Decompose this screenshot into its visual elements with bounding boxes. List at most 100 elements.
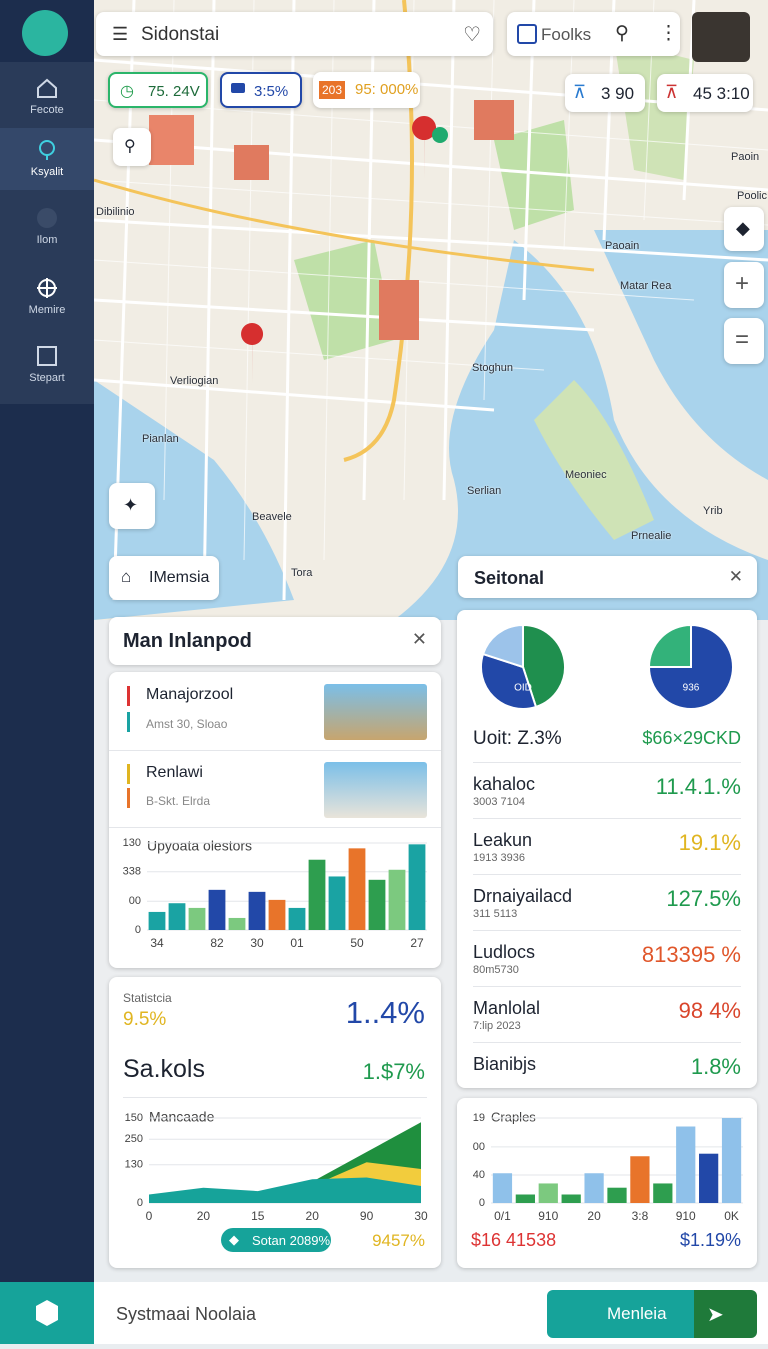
home-button[interactable] xyxy=(0,1282,94,1344)
nav-item[interactable]: Ilom xyxy=(0,196,94,258)
row-value: 98 4% xyxy=(678,998,741,1023)
x-tick-label: 82 xyxy=(210,936,224,950)
compass[interactable]: ✦ xyxy=(109,483,155,529)
list-card: Manajorzool Amst 30, Sloao Renlawi B-Skt… xyxy=(109,672,441,968)
pie-label: 936 xyxy=(683,683,700,694)
row-divider xyxy=(473,762,741,763)
x-tick-label: 34 xyxy=(150,936,164,950)
y-tick-label: 250 xyxy=(125,1133,143,1145)
stat-button[interactable]: ◆ Sotan 2089% xyxy=(221,1228,331,1252)
y-tick-label: 150 xyxy=(125,1112,143,1124)
stat-value: 45 3:10 xyxy=(693,84,750,103)
x-tick-label: 30 xyxy=(250,936,264,950)
close[interactable]: ✕ xyxy=(728,567,743,586)
tools-bar[interactable]: Foolks ⚲ ⋮ xyxy=(507,12,680,56)
x-tick-label: 90 xyxy=(360,1209,374,1223)
profile-photo[interactable] xyxy=(692,12,750,62)
thumbnail xyxy=(324,684,427,740)
pie-label: OID xyxy=(514,683,532,694)
bar xyxy=(208,889,226,930)
map-label: Dibilinio xyxy=(96,206,135,218)
chip[interactable]: 75. 24V ◷ xyxy=(108,72,208,108)
summary-left: Uoit: Z.3% xyxy=(473,728,562,749)
search-button[interactable]: ⚲ xyxy=(113,128,151,166)
x-tick-label: 0/1 xyxy=(494,1209,511,1223)
stats-card: Statistcia 9.5% 1..4% Sa.kols 1.$7% ◆ Sot… xyxy=(109,977,441,1268)
y-tick-label: 338 xyxy=(123,866,141,878)
tools-label: Foolks xyxy=(541,25,592,44)
tag-chip[interactable]: ⌂ IMemsia xyxy=(109,556,219,600)
button-text: Sotan 2089% xyxy=(252,1233,331,1248)
bar xyxy=(328,876,346,930)
zoom-out[interactable]: = xyxy=(724,318,764,364)
item-title: Manajorzool xyxy=(146,686,234,703)
stat-label: Statistcia xyxy=(123,991,172,1005)
stat-small: 9.5% xyxy=(123,1009,167,1030)
row-value: 127.5% xyxy=(666,886,741,911)
x-tick-label: 910 xyxy=(538,1209,558,1223)
map-label: Meoniec xyxy=(565,469,607,481)
button-text: Menleia xyxy=(607,1304,667,1323)
stat-chip: ⊼ 3 90 xyxy=(565,74,645,112)
chart-card: $16 41538 $1.19% xyxy=(457,1098,757,1268)
row-name: Ludlocs xyxy=(473,942,536,962)
nav-item[interactable]: Ksyalit xyxy=(0,128,94,190)
primary-button[interactable]: Menleia ➤ xyxy=(547,1290,757,1338)
row-divider xyxy=(473,986,741,987)
bar xyxy=(492,1173,513,1203)
item-title: Renlawi xyxy=(146,764,203,781)
nav-item[interactable]: Fecote xyxy=(0,66,94,128)
row-name: Leakun xyxy=(473,830,533,850)
x-tick-label: 50 xyxy=(350,936,364,950)
bar xyxy=(561,1194,581,1203)
x-tick-label: 3:8 xyxy=(632,1209,649,1223)
locate-button[interactable]: ◆ xyxy=(724,207,764,251)
search-bar[interactable]: ☰ Sidonstai ♡ xyxy=(96,12,493,56)
panel-header: Man Inlanpod ✕ xyxy=(109,617,441,665)
row-divider xyxy=(473,930,741,931)
item-sub: Amst 30, Sloao xyxy=(146,717,228,731)
x-tick-label: 27 xyxy=(410,936,424,950)
bar xyxy=(699,1153,719,1203)
map-label: Verliogian xyxy=(170,375,219,387)
y-tick-label: 0 xyxy=(135,924,141,936)
stat-big: 1..4% xyxy=(345,995,425,1030)
nav-item[interactable]: Stepart xyxy=(0,334,94,396)
map-label: Tora xyxy=(291,567,313,579)
row-divider xyxy=(473,1042,741,1043)
bar xyxy=(676,1126,696,1203)
bar xyxy=(288,907,306,930)
row-name: Drnaiyailacd xyxy=(473,886,573,906)
panel-header: Seitonal ✕ xyxy=(458,556,757,598)
y-tick-label: 130 xyxy=(123,837,141,849)
x-tick-label: 01 xyxy=(290,936,304,950)
chart-title: Mancaade xyxy=(149,1109,215,1125)
item-sub: B-Skt. Elrda xyxy=(146,794,211,808)
tag-text: IMemsia xyxy=(149,569,210,586)
x-tick-label: 0 xyxy=(146,1209,153,1223)
chip-text: 75. 24V xyxy=(148,83,200,100)
x-tick-label: 910 xyxy=(676,1209,696,1223)
row-value: 1.8% xyxy=(690,1054,741,1079)
pie-slice xyxy=(647,623,734,710)
map-label: Paoin xyxy=(731,151,760,163)
map-label: Yrib xyxy=(703,505,723,517)
bar-chart: Craples 0 40 00 19 0/1 910 20 3:8 910 0K xyxy=(473,1109,743,1223)
bar xyxy=(308,859,326,930)
panel-title: Man Inlanpod xyxy=(123,630,252,652)
x-tick-label: 20 xyxy=(306,1209,320,1223)
search-text: Sidonstai xyxy=(141,24,220,45)
bar xyxy=(388,869,406,930)
close[interactable]: ✕ xyxy=(411,629,427,649)
stat-name-value: 1.$7% xyxy=(362,1059,425,1084)
bar xyxy=(248,891,266,930)
zoom-in[interactable]: + xyxy=(724,262,764,308)
chip[interactable]: 203 95: 000% xyxy=(313,72,420,108)
chip[interactable]: 3:5% xyxy=(220,72,302,108)
row-sub: 80m5730 xyxy=(473,964,519,976)
map-label: Paoain xyxy=(605,240,640,252)
footer-value: 9457% xyxy=(372,1231,425,1250)
nav-item[interactable]: Memire xyxy=(0,266,94,328)
